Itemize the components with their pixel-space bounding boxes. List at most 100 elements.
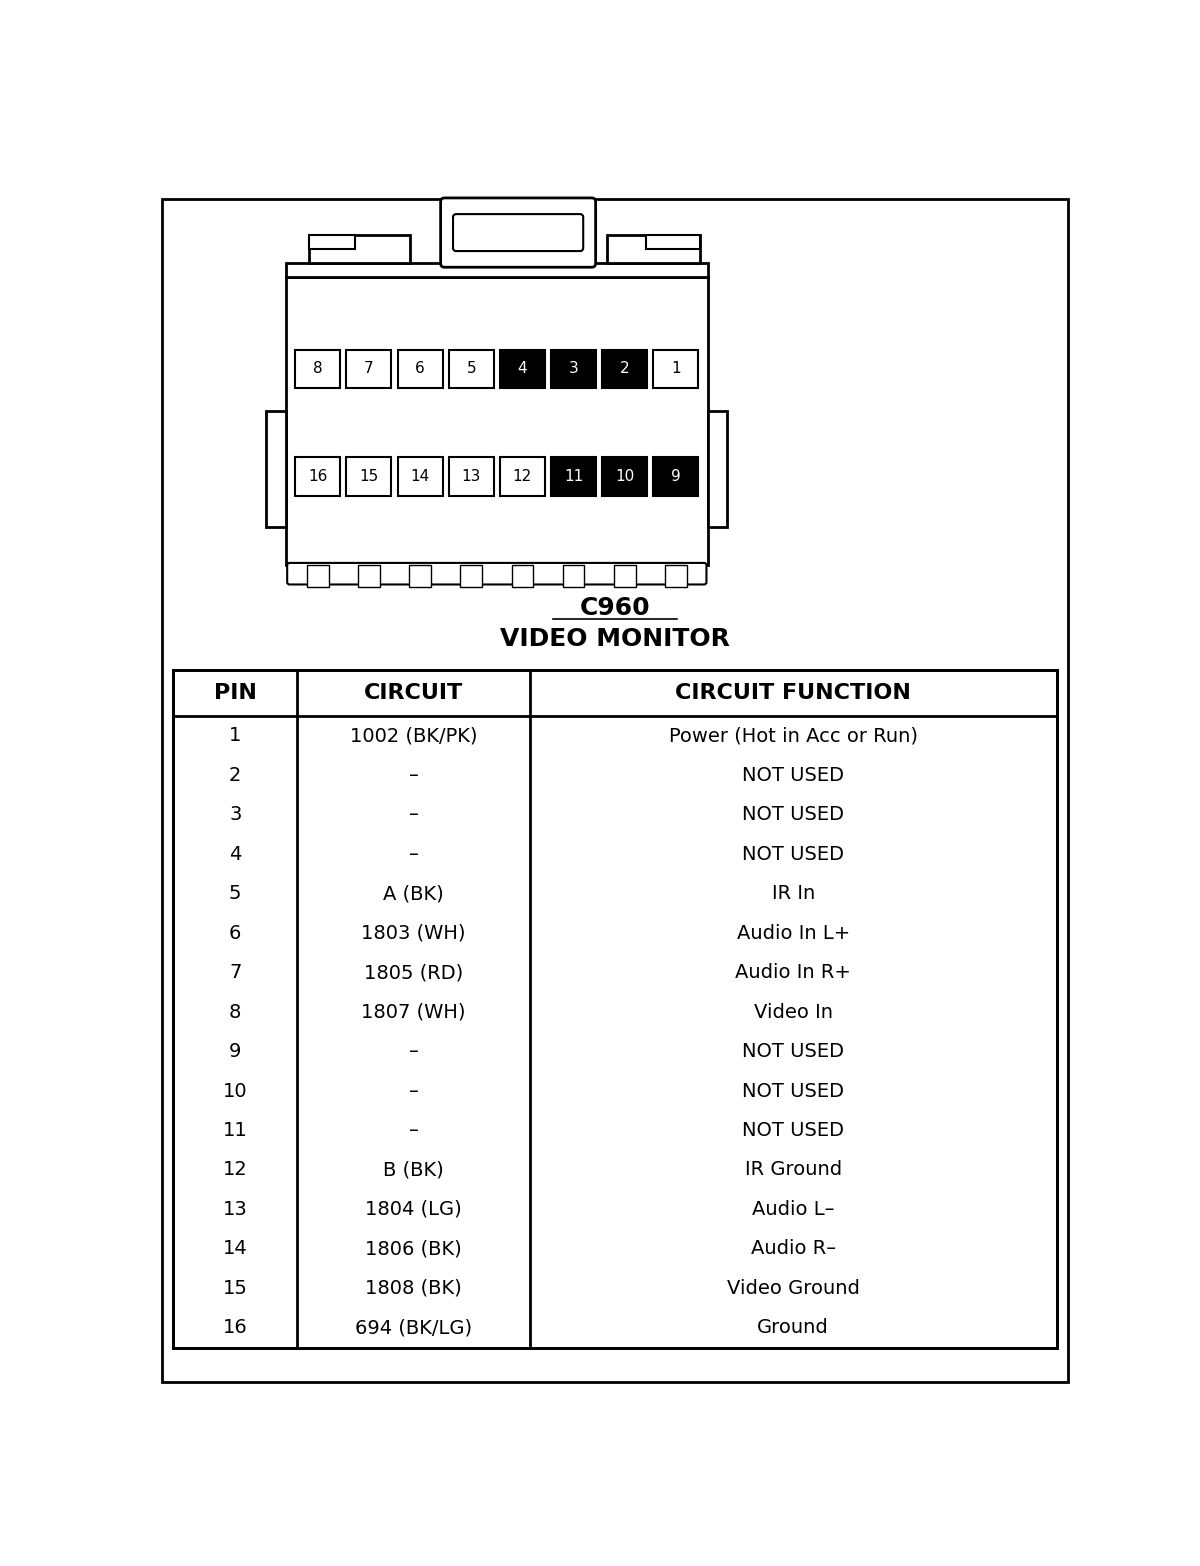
Text: PIN: PIN	[214, 683, 257, 703]
Text: –: –	[408, 805, 419, 824]
Text: 15: 15	[223, 1279, 247, 1298]
Text: A (BK): A (BK)	[383, 885, 444, 904]
Text: NOT USED: NOT USED	[743, 1082, 845, 1101]
Text: 6: 6	[229, 924, 241, 943]
Text: 8: 8	[313, 362, 323, 376]
Text: IR In: IR In	[772, 885, 815, 904]
Text: Audio L–: Audio L–	[752, 1200, 834, 1218]
Text: 9: 9	[229, 1041, 241, 1062]
Text: 1803 (WH): 1803 (WH)	[361, 924, 466, 943]
Text: Audio R–: Audio R–	[751, 1239, 836, 1259]
Text: Audio In L+: Audio In L+	[737, 924, 850, 943]
Bar	[173, 670, 1057, 1347]
Text: 3: 3	[229, 805, 241, 824]
Bar	[563, 565, 584, 587]
Bar	[653, 349, 698, 388]
Text: 1804 (LG): 1804 (LG)	[365, 1200, 462, 1218]
Text: –: –	[408, 1041, 419, 1062]
Text: 10: 10	[223, 1082, 247, 1101]
Bar	[653, 457, 698, 496]
Bar	[358, 565, 379, 587]
Text: 2: 2	[620, 362, 630, 376]
Bar	[602, 457, 647, 496]
Bar	[607, 235, 701, 263]
Text: 694 (BK/LG): 694 (BK/LG)	[355, 1319, 472, 1337]
Bar	[665, 565, 686, 587]
Text: CIRCUIT FUNCTION: CIRCUIT FUNCTION	[676, 683, 911, 703]
Text: VIDEO MONITOR: VIDEO MONITOR	[500, 626, 730, 651]
Text: NOT USED: NOT USED	[743, 844, 845, 864]
Text: 4: 4	[517, 362, 527, 376]
Bar	[461, 565, 482, 587]
Text: 5: 5	[467, 362, 476, 376]
Text: 7: 7	[229, 963, 241, 982]
Text: –: –	[408, 844, 419, 864]
Text: Audio In R+: Audio In R+	[736, 963, 851, 982]
Bar	[449, 457, 493, 496]
Text: B (BK): B (BK)	[383, 1160, 444, 1179]
Bar	[551, 457, 596, 496]
Text: NOT USED: NOT USED	[743, 805, 845, 824]
Text: –: –	[408, 1121, 419, 1140]
Text: 10: 10	[616, 470, 635, 484]
Text: 2: 2	[229, 766, 241, 785]
Text: 16: 16	[308, 470, 328, 484]
Bar	[286, 277, 708, 565]
Bar	[307, 565, 329, 587]
Bar	[646, 235, 701, 249]
Text: 13: 13	[223, 1200, 247, 1218]
Text: 11: 11	[223, 1121, 247, 1140]
Text: 3: 3	[569, 362, 578, 376]
Text: 8: 8	[229, 1002, 241, 1021]
Bar	[295, 457, 341, 496]
Text: 16: 16	[223, 1319, 247, 1337]
Bar	[347, 349, 391, 388]
Text: Power (Hot in Acc or Run): Power (Hot in Acc or Run)	[668, 727, 918, 745]
Bar	[551, 349, 596, 388]
Bar	[308, 235, 355, 249]
Text: NOT USED: NOT USED	[743, 1121, 845, 1140]
FancyBboxPatch shape	[287, 562, 707, 584]
Text: Video In: Video In	[754, 1002, 833, 1021]
Bar	[614, 565, 636, 587]
Text: 1: 1	[229, 727, 241, 745]
Text: 15: 15	[359, 470, 378, 484]
Text: 5: 5	[229, 885, 241, 904]
Text: C960: C960	[580, 597, 650, 620]
Bar	[511, 565, 533, 587]
Bar	[397, 457, 443, 496]
Bar	[708, 412, 727, 526]
Text: IR Ground: IR Ground	[745, 1160, 842, 1179]
Text: NOT USED: NOT USED	[743, 766, 845, 785]
Bar	[266, 412, 286, 526]
Bar	[409, 565, 431, 587]
Text: NOT USED: NOT USED	[743, 1041, 845, 1062]
Text: 1002 (BK/PK): 1002 (BK/PK)	[349, 727, 478, 745]
Text: 1: 1	[671, 362, 680, 376]
FancyBboxPatch shape	[454, 215, 583, 251]
Bar	[308, 235, 409, 263]
Bar	[347, 457, 391, 496]
Bar	[449, 349, 493, 388]
Bar	[397, 349, 443, 388]
Text: 12: 12	[223, 1160, 247, 1179]
Text: –: –	[408, 1082, 419, 1101]
Text: –: –	[408, 766, 419, 785]
Text: 9: 9	[671, 470, 680, 484]
Text: Video Ground: Video Ground	[727, 1279, 859, 1298]
Text: CIRCUIT: CIRCUIT	[364, 683, 463, 703]
Bar	[286, 263, 708, 277]
Text: 7: 7	[364, 362, 373, 376]
Bar	[500, 457, 545, 496]
Text: 1805 (RD): 1805 (RD)	[364, 963, 463, 982]
Bar	[602, 349, 647, 388]
Text: 12: 12	[512, 470, 532, 484]
Bar	[295, 349, 341, 388]
Text: 14: 14	[410, 470, 430, 484]
Text: 1808 (BK): 1808 (BK)	[365, 1279, 462, 1298]
Bar	[500, 349, 545, 388]
Text: 1806 (BK): 1806 (BK)	[365, 1239, 462, 1259]
Text: 1807 (WH): 1807 (WH)	[361, 1002, 466, 1021]
FancyBboxPatch shape	[440, 197, 595, 268]
Text: 14: 14	[223, 1239, 247, 1259]
